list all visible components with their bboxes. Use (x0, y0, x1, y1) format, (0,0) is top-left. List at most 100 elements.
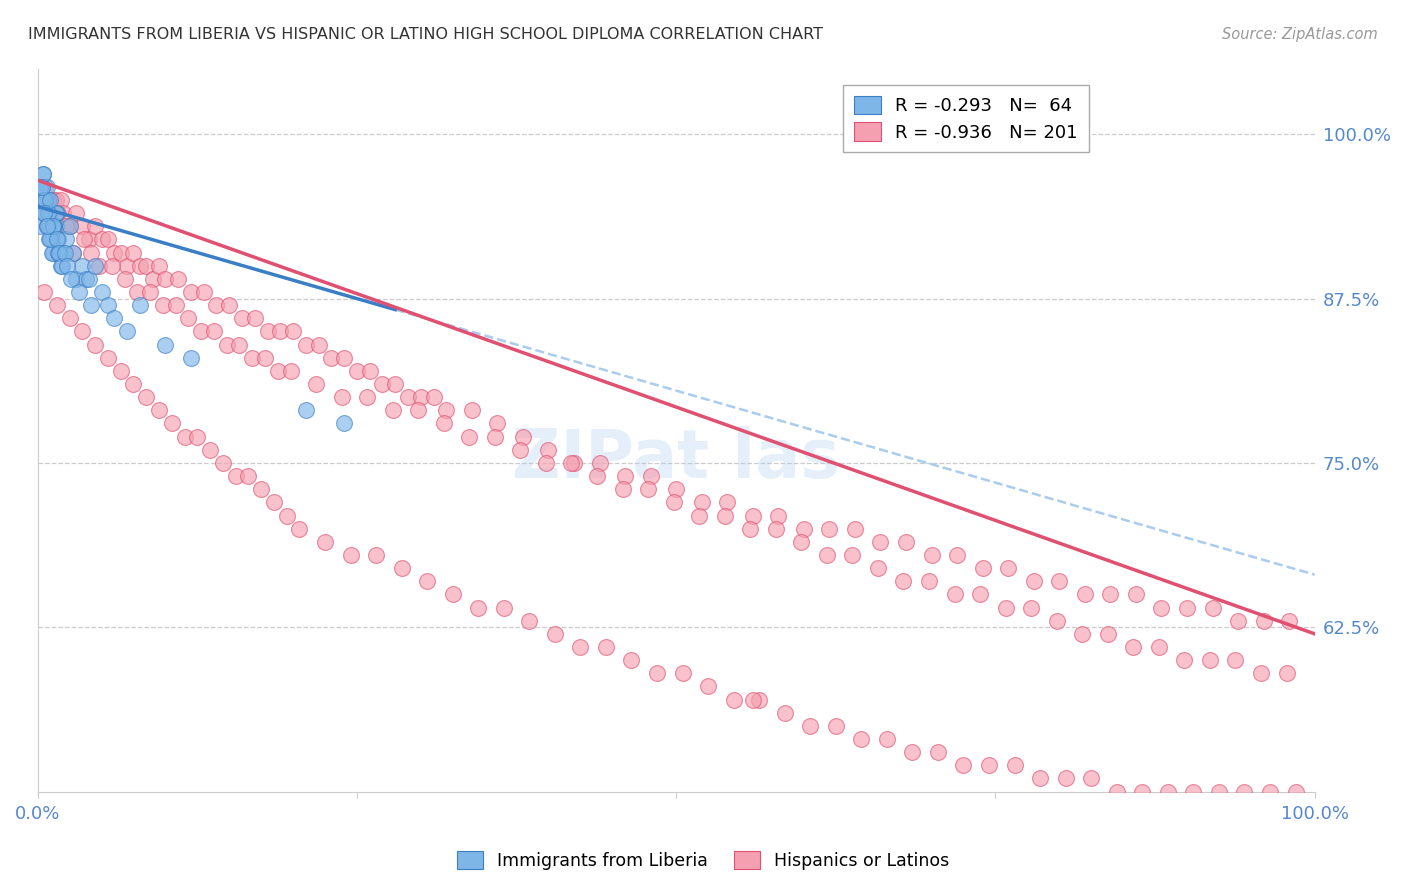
Point (48, 245, 70, 260)
Point (1046, 614, 1069, 628)
Point (39, 206, 62, 220)
Point (45, 193, 67, 207)
Point (433, 417, 456, 431)
Point (321, 351, 343, 365)
Point (97, 298, 120, 312)
Point (256, 325, 278, 339)
Point (1225, 653, 1247, 667)
Point (190, 325, 212, 339)
Point (1071, 627, 1094, 641)
Point (75, 272, 97, 286)
Point (34, 193, 56, 207)
Point (671, 666, 693, 681)
Point (45, 232, 67, 246)
Point (152, 298, 174, 312)
Point (534, 456, 557, 470)
Point (72, 325, 94, 339)
Point (90, 285, 112, 299)
Point (100, 259, 122, 273)
Point (740, 522, 762, 536)
Point (39, 219, 62, 234)
Point (1122, 640, 1144, 654)
Point (45, 219, 67, 234)
Point (97, 232, 120, 246)
Point (269, 325, 291, 339)
Point (1125, 587, 1147, 601)
Point (1173, 653, 1195, 667)
Point (84, 219, 107, 234)
Point (537, 442, 560, 457)
Point (1147, 640, 1170, 654)
Point (969, 587, 991, 601)
Point (35, 219, 58, 234)
Point (46, 232, 69, 246)
Point (31, 167, 53, 181)
Point (44, 219, 66, 234)
Point (1253, 614, 1275, 628)
Point (1258, 784, 1281, 798)
Point (31, 179, 53, 194)
Point (97, 351, 120, 365)
Point (103, 311, 125, 326)
Point (441, 587, 464, 601)
Point (921, 548, 943, 562)
Point (866, 561, 889, 575)
Point (243, 311, 266, 326)
Point (215, 337, 238, 351)
Point (946, 548, 969, 562)
Point (1004, 758, 1026, 772)
Point (202, 325, 225, 339)
Point (562, 456, 585, 470)
Point (612, 482, 634, 496)
Point (44, 219, 66, 234)
Point (1022, 574, 1045, 589)
Point (768, 508, 790, 523)
Point (34, 206, 56, 220)
Point (253, 351, 276, 365)
Point (339, 548, 361, 562)
Point (165, 298, 187, 312)
Point (288, 522, 311, 536)
Point (1080, 772, 1102, 786)
Point (799, 719, 821, 733)
Point (59, 272, 82, 286)
Point (250, 482, 273, 496)
Point (39, 232, 62, 246)
Point (1097, 627, 1119, 641)
Point (484, 429, 506, 443)
Point (42, 193, 65, 207)
Point (665, 482, 688, 496)
Point (305, 377, 328, 392)
Point (869, 534, 891, 549)
Point (972, 561, 994, 575)
Point (765, 522, 787, 536)
Point (637, 482, 659, 496)
Point (994, 600, 1017, 615)
Point (422, 390, 444, 404)
Point (32, 206, 55, 220)
Point (35, 219, 58, 234)
Point (115, 259, 138, 273)
Point (37, 193, 59, 207)
Point (276, 508, 298, 523)
Point (37, 193, 59, 207)
Point (1275, 666, 1298, 681)
Point (42, 219, 65, 234)
Point (1278, 614, 1301, 628)
Point (87, 259, 110, 273)
Point (1019, 600, 1042, 615)
Point (45, 206, 67, 220)
Point (434, 403, 457, 417)
Point (84, 259, 107, 273)
Point (997, 561, 1019, 575)
Point (790, 534, 813, 549)
Point (901, 745, 924, 759)
Point (1074, 587, 1097, 601)
Point (205, 298, 228, 312)
Point (690, 495, 713, 509)
Point (128, 298, 150, 312)
Point (1130, 784, 1153, 798)
Point (927, 745, 949, 759)
Point (295, 337, 318, 351)
Point (62, 245, 84, 260)
